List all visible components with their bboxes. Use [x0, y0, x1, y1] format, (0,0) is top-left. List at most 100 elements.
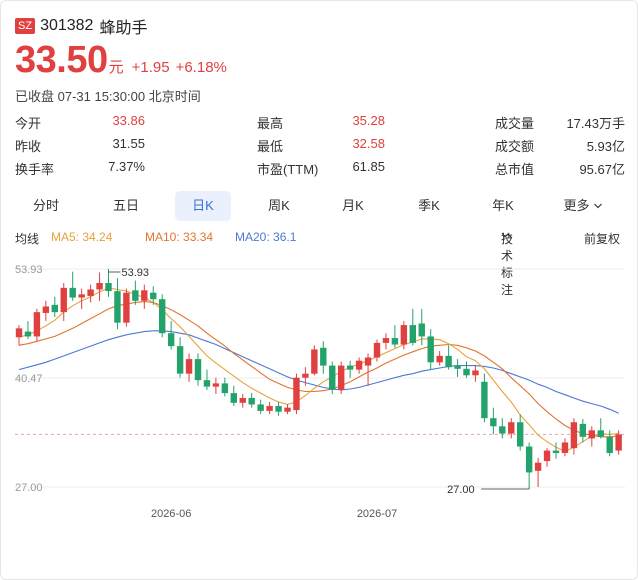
tab-daily-k[interactable]: 日K	[175, 191, 231, 221]
candle	[517, 414, 524, 451]
kline-chart[interactable]: 53.93 40.47 27.00 53.93 27.00 2026-06 2026-07	[1, 251, 637, 541]
candle	[418, 308, 425, 346]
adjust-mode-button[interactable]: 前复权	[584, 232, 621, 246]
candle-body	[284, 407, 291, 412]
candle-body	[167, 333, 175, 347]
candle	[96, 272, 103, 301]
technical-annotation-button[interactable]: 技术标注	[501, 230, 516, 297]
stats-row: 换手率 7.37% 市盈(TTM) 61.85 总市值 95.67亿	[15, 159, 625, 182]
tab-quarterly-k[interactable]: 季K	[418, 198, 440, 213]
tab-five-day[interactable]: 五日	[112, 198, 139, 213]
tab-monthly-k[interactable]: 月K	[342, 198, 364, 213]
candle	[445, 345, 452, 370]
stats-row: 昨收 31.55 最低 32.58 成交额 5.93亿	[15, 136, 625, 159]
candle	[373, 339, 381, 362]
candle-body	[51, 304, 58, 313]
candle	[472, 365, 479, 382]
tab-more[interactable]: 更多	[557, 191, 609, 221]
stock-name: 蜂助手	[99, 20, 148, 37]
candle-body	[418, 323, 425, 337]
candle	[543, 448, 551, 467]
stat-label: 今开	[15, 116, 42, 131]
tab-intraday[interactable]: 分时	[32, 198, 59, 213]
candle-body	[615, 434, 622, 451]
candle	[579, 419, 587, 443]
min-annotation: 27.00	[447, 484, 475, 496]
exchange-badge: SZ	[15, 18, 36, 34]
candle-body	[579, 423, 587, 437]
candle-body	[203, 380, 211, 387]
candle-body	[320, 347, 327, 366]
candle	[284, 404, 291, 415]
candle-body	[15, 328, 23, 338]
stat-label: 成交额	[495, 139, 535, 154]
stats-grid: 今开 33.86 最高 35.28 成交量 17.43万手 昨收 31.55 最…	[15, 113, 625, 182]
candle	[221, 377, 229, 397]
candle	[436, 351, 443, 366]
candle-body	[346, 365, 354, 370]
candle-body	[543, 450, 551, 462]
candle-body	[275, 406, 282, 412]
candle	[167, 321, 175, 350]
candle-body	[472, 370, 479, 376]
candle	[570, 418, 578, 455]
candle	[409, 308, 416, 346]
candle	[320, 341, 327, 374]
ma5-value: MA5: 34.24	[51, 230, 113, 244]
candle	[588, 426, 595, 447]
stat-label: 最低	[257, 139, 284, 154]
candle-body	[302, 373, 309, 378]
ma20-line	[18, 330, 619, 414]
candle	[391, 325, 399, 348]
candle-body	[132, 290, 139, 301]
candle-body	[561, 442, 569, 454]
candle	[275, 402, 282, 416]
stat-value: 95.67亿	[579, 162, 625, 177]
trend-line-icon	[501, 232, 513, 239]
period-tabs: 分时 五日 日K 周K 月K 季K 年K 更多	[15, 191, 627, 221]
candle	[159, 294, 166, 338]
y-tick-label: 40.47	[15, 373, 43, 385]
market-status: 已收盘 07-31 15:30:00 北京时间	[15, 89, 201, 104]
candle	[15, 325, 23, 346]
candle-body	[114, 291, 121, 323]
ma-lines	[18, 287, 619, 453]
candle-body	[427, 336, 434, 363]
candle	[552, 442, 560, 459]
ma10-value: MA10: 33.34	[145, 230, 214, 244]
candle	[33, 308, 41, 342]
tab-weekly-k[interactable]: 周K	[268, 198, 290, 213]
candle-body	[525, 446, 533, 473]
candle	[42, 300, 50, 322]
max-annotation: 53.93	[122, 267, 150, 279]
tab-more-label: 更多	[563, 198, 590, 213]
candle-body	[248, 397, 255, 405]
candle-body	[257, 404, 264, 411]
stat-value: 5.93亿	[586, 139, 625, 154]
stat-label: 成交量	[495, 116, 535, 131]
candle	[105, 269, 112, 297]
candle-body	[212, 383, 220, 387]
stat-label: 昨收	[15, 139, 42, 154]
candle	[293, 373, 300, 415]
candle-body	[33, 312, 41, 337]
candle	[597, 418, 604, 439]
candle-body	[42, 306, 50, 313]
candle	[525, 442, 533, 487]
candle	[87, 284, 94, 303]
candle-body	[597, 430, 604, 437]
candle-body	[436, 355, 443, 363]
candle-body	[552, 450, 560, 454]
candle	[454, 359, 461, 377]
ma10-line	[18, 301, 619, 438]
stat-value: 31.55	[112, 136, 145, 151]
stats-row: 今开 33.86 最高 35.28 成交量 17.43万手	[15, 113, 625, 136]
candle-body	[445, 355, 452, 368]
stat-value: 17.43万手	[566, 116, 625, 131]
ma20-value: MA20: 36.1	[235, 230, 297, 244]
candle-body	[141, 290, 148, 301]
stat-label: 最高	[257, 116, 284, 131]
tab-yearly-k[interactable]: 年K	[492, 198, 514, 213]
candle-body	[329, 365, 336, 390]
